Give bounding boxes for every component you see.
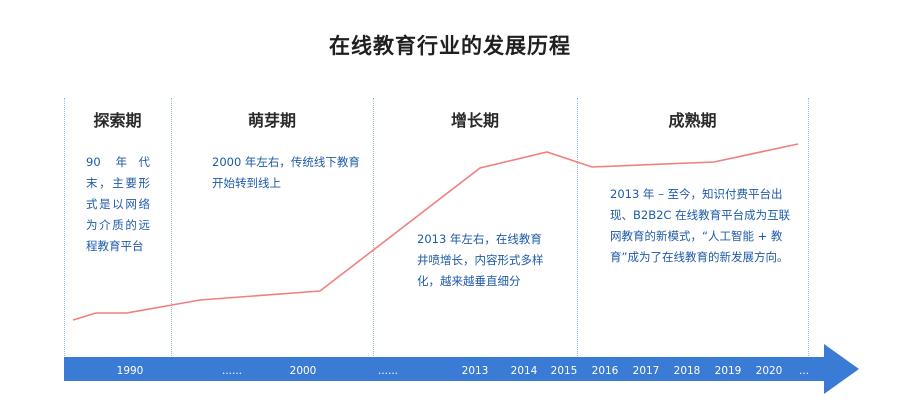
timeline-label: 2016 [591,365,619,377]
phase-divider [64,98,65,356]
phase-title-exploration: 探索期 [93,111,142,130]
phase-divider [577,98,578,356]
trend-line [72,143,799,321]
timeline-label: 2020 [755,365,783,377]
timeline-label: 2013 [461,365,489,377]
phase-desc-maturity: 2013 年 – 至今，知识付费平台出现、B2B2C 在线教育平台成为互联网教育… [610,187,791,264]
phase-title-maturity: 成熟期 [668,111,717,130]
phase-title-growth: 增长期 [450,111,499,130]
timeline-arrow-shape [64,344,859,394]
timeline-label: 2018 [673,365,701,377]
phase-desc-growth: 2013 年左右，在线教育井喷增长，内容形式多样化，越来越垂直细分 [417,232,544,288]
timeline-label: 1990 [116,365,144,377]
timeline-label: 2019 [714,365,742,377]
phase-divider [373,98,374,356]
timeline-arrow [64,344,859,394]
timeline-label: ...... [221,365,243,377]
phase-desc-sprouting: 2000 年左右，传统线下教育开始转到线上 [212,155,360,190]
phase-title-sprouting: 萌芽期 [247,111,296,130]
timeline-label: 2015 [550,365,578,377]
diagram-title: 在线教育行业的发展历程 [329,34,571,58]
phase-divider [808,98,809,356]
phase-desc-exploration: 90 年代末，主要形式是以网络为介质的远程教育平台 [86,155,150,253]
timeline-label: ... [798,365,810,377]
phase-divider [171,98,172,356]
timeline-label: 2000 [289,365,317,377]
timeline-label: 2014 [510,365,538,377]
timeline-label: 2017 [632,365,660,377]
timeline-label: ...... [377,365,399,377]
